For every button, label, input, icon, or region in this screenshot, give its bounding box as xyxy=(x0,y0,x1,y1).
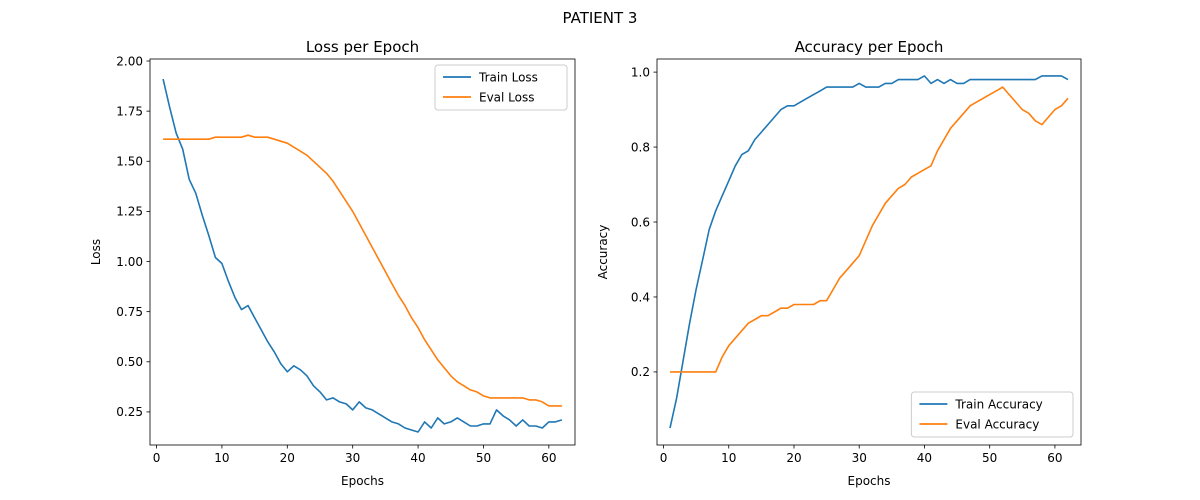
accuracy-x-tick-label: 60 xyxy=(1047,451,1062,465)
loss-y-tick-label: 0.75 xyxy=(116,305,143,319)
loss-y-tick-label: 1.50 xyxy=(116,155,143,169)
accuracy-plot-frame xyxy=(656,58,1082,446)
accuracy-x-tick-label: 50 xyxy=(982,451,997,465)
loss-series-eval-line xyxy=(163,134,562,407)
loss-x-tick-label: 0 xyxy=(153,451,161,465)
accuracy-x-tick-label: 40 xyxy=(917,451,932,465)
loss-x-tick-label: 30 xyxy=(345,451,360,465)
loss-plot-frame xyxy=(149,58,576,446)
loss-y-axis-label: Loss xyxy=(89,239,103,265)
accuracy-legend-box xyxy=(910,391,1074,438)
loss-x-tick-label: 20 xyxy=(280,451,295,465)
loss-legend-label-train: Train Loss xyxy=(478,71,538,85)
accuracy-y-tick-label: 0.4 xyxy=(631,290,650,304)
accuracy-x-axis-label: Epochs xyxy=(848,474,891,488)
accuracy-x-tick-label: 20 xyxy=(786,451,801,465)
loss-legend-label-eval: Eval Loss xyxy=(479,91,535,105)
loss-series-train-line xyxy=(162,78,563,433)
figure-title: PATIENT 3 xyxy=(563,9,638,27)
accuracy-legend-label-train: Train Accuracy xyxy=(954,398,1042,412)
loss-y-tick-label: 1.75 xyxy=(116,104,143,118)
accuracy-x-tick-label: 0 xyxy=(660,451,668,465)
loss-x-tick-label: 50 xyxy=(476,451,491,465)
accuracy-series-eval-line xyxy=(670,86,1069,373)
accuracy-chart: 0 10 20 30 40 50 60 0.2 0.4 0.6 0.8 1.0 Accuracy per… xyxy=(596,38,1082,488)
loss-y-tick-label: 1.25 xyxy=(116,205,143,219)
loss-chart-title: Loss per Epoch xyxy=(306,38,419,56)
loss-x-tick-label: 40 xyxy=(410,451,425,465)
accuracy-legend-label-eval: Eval Accuracy xyxy=(955,418,1039,432)
loss-chart: 0 10 20 30 40 50 60 0.25 0.50 0.75 1.00 1.25 1.50 1.7… xyxy=(89,38,576,488)
accuracy-x-tick-label: 10 xyxy=(721,451,736,465)
accuracy-chart-title: Accuracy per Epoch xyxy=(795,38,944,56)
accuracy-x-tick-label: 30 xyxy=(852,451,867,465)
loss-legend: Train Loss Eval Loss xyxy=(434,64,568,111)
accuracy-y-axis-label: Accuracy xyxy=(596,225,610,280)
loss-y-tick-label: 0.25 xyxy=(116,405,143,419)
accuracy-series-train-line xyxy=(669,75,1069,429)
accuracy-y-tick-label: 0.8 xyxy=(631,140,650,154)
loss-y-tick-label: 2.00 xyxy=(116,54,143,68)
loss-x-tick-label: 10 xyxy=(214,451,229,465)
loss-x-axis-label: Epochs xyxy=(341,474,384,488)
accuracy-legend: Train Accuracy Eval Accuracy xyxy=(910,391,1074,438)
loss-y-tick-label: 1.00 xyxy=(116,255,143,269)
loss-x-tick-label: 60 xyxy=(541,451,556,465)
accuracy-y-tick-label: 0.6 xyxy=(631,215,650,229)
loss-y-tick-label: 0.50 xyxy=(116,355,143,369)
accuracy-y-tick-label: 1.0 xyxy=(631,65,650,79)
accuracy-y-tick-label: 0.2 xyxy=(631,365,650,379)
